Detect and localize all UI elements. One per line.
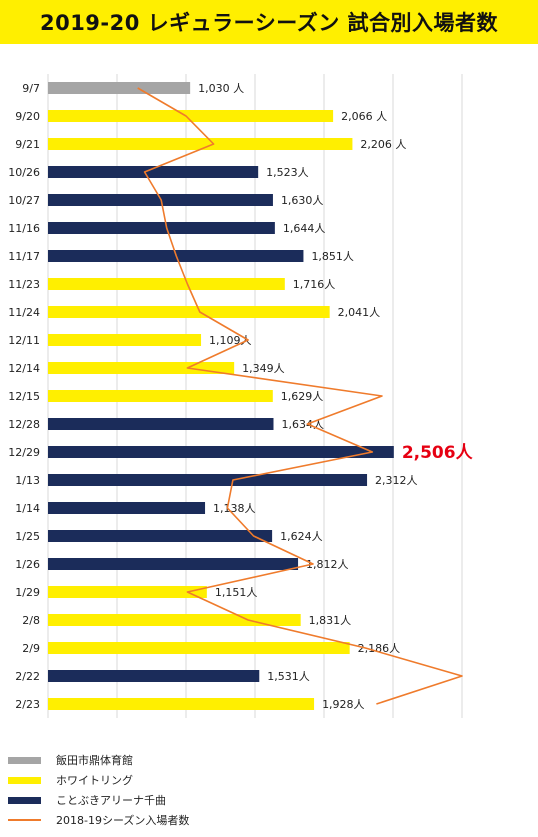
bar [48,698,315,710]
bar [48,222,275,234]
category-label: 12/29 [8,446,40,459]
data-label: 2,312人 [375,474,418,487]
chart-title: 2019-20 レギュラーシーズン 試合別入場者数 [39,11,499,35]
legend-label-line: 2018-19シーズン入場者数 [56,814,190,827]
category-label: 11/16 [8,222,40,235]
data-label: 2,041人 [338,306,381,319]
title-bar: 2019-20 レギュラーシーズン 試合別入場者数 [0,0,538,44]
data-label: 1,716人 [293,278,336,291]
bar [48,474,368,486]
bar [48,530,273,542]
legend-item-venue-1: ホワイトリング [8,772,133,788]
category-label: 11/23 [8,278,40,291]
bar [48,642,350,654]
data-label: 2,186人 [358,642,401,655]
legend-label-venue-0: 飯田市鼎体育館 [56,754,133,767]
bar [48,278,285,290]
data-label: 1,151人 [215,586,258,599]
data-label: 1,629人 [281,390,324,403]
category-label: 10/26 [8,166,40,179]
data-label: 1,928人 [322,698,365,711]
data-label: 1,138人 [213,502,256,515]
bar [48,558,299,570]
category-label: 9/21 [15,138,40,151]
bar [48,586,207,598]
legend-swatch-venue-1 [8,776,41,784]
category-label: 9/20 [15,110,40,123]
data-label: 1,030 人 [198,82,244,95]
bar [48,166,259,178]
legend-swatch-venue-0 [8,756,41,764]
bar [48,418,274,430]
category-label: 1/13 [15,474,40,487]
category-label: 12/14 [8,362,40,375]
category-label: 12/11 [8,334,40,347]
bar [48,110,334,122]
bar [48,502,206,514]
bar [48,362,235,374]
data-label: 1,523人 [266,166,309,179]
legend-swatch-venue-2 [8,796,41,804]
bar [48,390,273,402]
series-line-previous-season [137,87,463,705]
category-label: 12/15 [8,390,40,403]
data-label: 1,349人 [242,362,284,375]
legend-swatch-line [8,819,41,821]
category-label: 12/28 [8,418,40,431]
bar [48,138,353,150]
bar [48,334,202,346]
bar-chart: 9/7 1,030 人 9/20 2,066 人 9/21 2,206 人 10/26 1,5… [8,74,474,718]
category-label: 9/7 [22,82,40,95]
legend-label-venue-1: ホワイトリング [56,774,133,787]
category-label: 2/23 [15,698,40,711]
bar [48,82,191,94]
data-label: 1,644人 [283,222,326,235]
bar [48,614,301,626]
category-label: 1/26 [15,558,40,571]
category-label: 11/24 [8,306,40,319]
bar [48,306,330,318]
data-label: 1,624人 [280,530,323,543]
data-label: 2,506人 [402,443,474,463]
legend-item-venue-0: 飯田市鼎体育館 [8,752,133,768]
category-label: 10/27 [8,194,40,207]
data-label: 1,531人 [267,670,310,683]
legend-item-venue-2: ことぶきアリーナ千曲 [8,792,166,808]
bar [48,446,394,458]
legend-item-line: 2018-19シーズン入場者数 [8,812,189,828]
bar [48,670,260,682]
category-label: 2/8 [22,614,40,627]
data-label: 1,831人 [309,614,352,627]
category-label: 1/29 [15,586,40,599]
data-label: 2,206 人 [360,138,406,151]
category-label: 2/9 [22,642,40,655]
data-label: 1,630人 [281,194,324,207]
data-label: 1,851人 [311,250,354,263]
legend-label-venue-2: ことぶきアリーナ千曲 [56,794,166,807]
category-label: 1/14 [15,502,40,515]
data-label: 1,812人 [306,558,349,571]
category-label: 1/25 [15,530,40,543]
data-label: 2,066 人 [341,110,387,123]
category-label: 11/17 [8,250,40,263]
category-label: 2/22 [15,670,40,683]
